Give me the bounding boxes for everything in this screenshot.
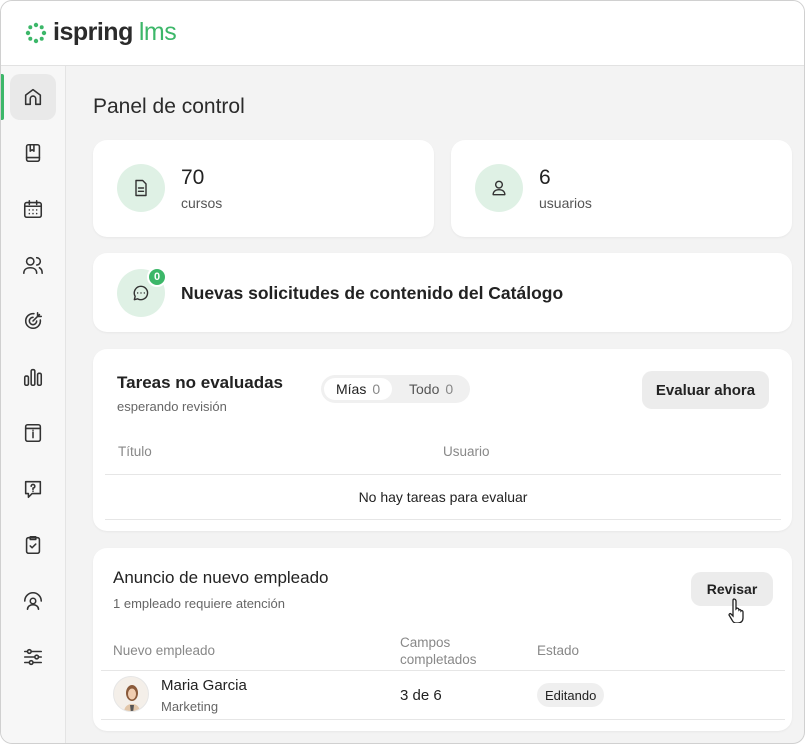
users-count: 6 xyxy=(539,166,551,189)
users-icon-circle xyxy=(475,164,523,212)
catalog-badge: 0 xyxy=(147,267,167,287)
home-icon xyxy=(24,88,42,106)
avatar xyxy=(113,676,149,712)
logo-text: ispring xyxy=(53,18,133,46)
info-icon xyxy=(24,423,42,443)
sidebar-item-home[interactable] xyxy=(10,74,56,120)
divider xyxy=(105,474,781,475)
tab-all-label: Todo xyxy=(409,381,440,397)
user-icon xyxy=(492,180,506,196)
col-status: Estado xyxy=(537,643,580,658)
employee-fields: 3 de 6 xyxy=(400,687,442,704)
clipboard-check-icon xyxy=(25,535,41,555)
tab-mine[interactable]: Mías 0 xyxy=(324,378,393,400)
employee-department: Marketing xyxy=(161,699,219,714)
tasks-empty-message: No hay tareas para evaluar xyxy=(358,489,528,505)
sliders-icon xyxy=(23,648,43,666)
logo[interactable]: ispring lms xyxy=(25,18,177,47)
sidebar-item-reports[interactable] xyxy=(10,354,56,400)
announce-title: Anuncio de nuevo empleado xyxy=(113,568,329,587)
chat-icon xyxy=(133,285,149,301)
new-employee-card xyxy=(93,548,792,731)
tasks-subtitle: esperando revisión xyxy=(117,399,227,414)
tab-all[interactable]: Todo 0 xyxy=(397,378,465,400)
calendar-icon xyxy=(23,199,43,219)
col-new-employee: Nuevo empleado xyxy=(113,643,216,658)
book-icon xyxy=(25,143,41,163)
sidebar-item-settings[interactable] xyxy=(10,634,56,680)
tab-all-count: 0 xyxy=(445,381,454,397)
col-title: Título xyxy=(118,444,152,459)
divider xyxy=(101,670,785,671)
catalog-text: Nuevas solicitudes de contenido del Catá… xyxy=(181,283,564,303)
status-badge: Editando xyxy=(537,683,605,707)
courses-count: 70 xyxy=(181,166,205,189)
bar-chart-icon xyxy=(23,368,43,387)
users-label: usuarios xyxy=(539,195,592,211)
active-indicator xyxy=(1,74,4,120)
sidebar-item-questions[interactable] xyxy=(10,466,56,512)
sidebar-item-assignments[interactable] xyxy=(10,522,56,568)
tasks-filter: Mías 0 Todo 0 xyxy=(321,375,470,403)
divider xyxy=(101,719,785,720)
courses-icon-circle xyxy=(117,164,165,212)
review-button[interactable]: Revisar xyxy=(691,572,773,606)
sidebar-item-goals[interactable] xyxy=(10,298,56,344)
sidebar-item-users[interactable] xyxy=(10,242,56,288)
evaluate-now-button[interactable]: Evaluar ahora xyxy=(642,371,769,409)
target-icon xyxy=(24,311,43,330)
col-user: Usuario xyxy=(443,444,490,459)
tab-mine-label: Mías xyxy=(336,381,367,397)
sidebar xyxy=(1,66,66,743)
sidebar-item-calendar[interactable] xyxy=(10,186,56,232)
tasks-title: Tareas no evaluadas xyxy=(117,373,283,392)
sidebar-item-courses[interactable] xyxy=(10,130,56,176)
courses-label: cursos xyxy=(181,195,223,211)
col-fields-completed: Campos completados xyxy=(400,635,477,667)
document-icon xyxy=(135,179,147,197)
sidebar-item-info[interactable] xyxy=(10,410,56,456)
hand-cursor-icon xyxy=(728,598,744,623)
page-title: Panel de control xyxy=(93,95,245,118)
question-icon xyxy=(24,480,42,499)
tab-mine-count: 0 xyxy=(372,381,381,397)
ispring-logo-icon xyxy=(25,22,47,43)
sidebar-item-support[interactable] xyxy=(10,578,56,624)
catalog-requests-card[interactable] xyxy=(93,253,792,332)
header: ispring lms xyxy=(1,1,804,66)
announce-subtitle: 1 empleado requiere atención xyxy=(113,596,286,611)
employee-name[interactable]: Maria Garcia xyxy=(161,677,247,694)
user-support-icon xyxy=(23,592,43,611)
logo-subtext: lms xyxy=(138,18,177,46)
divider xyxy=(105,519,781,520)
users-icon xyxy=(23,256,43,275)
